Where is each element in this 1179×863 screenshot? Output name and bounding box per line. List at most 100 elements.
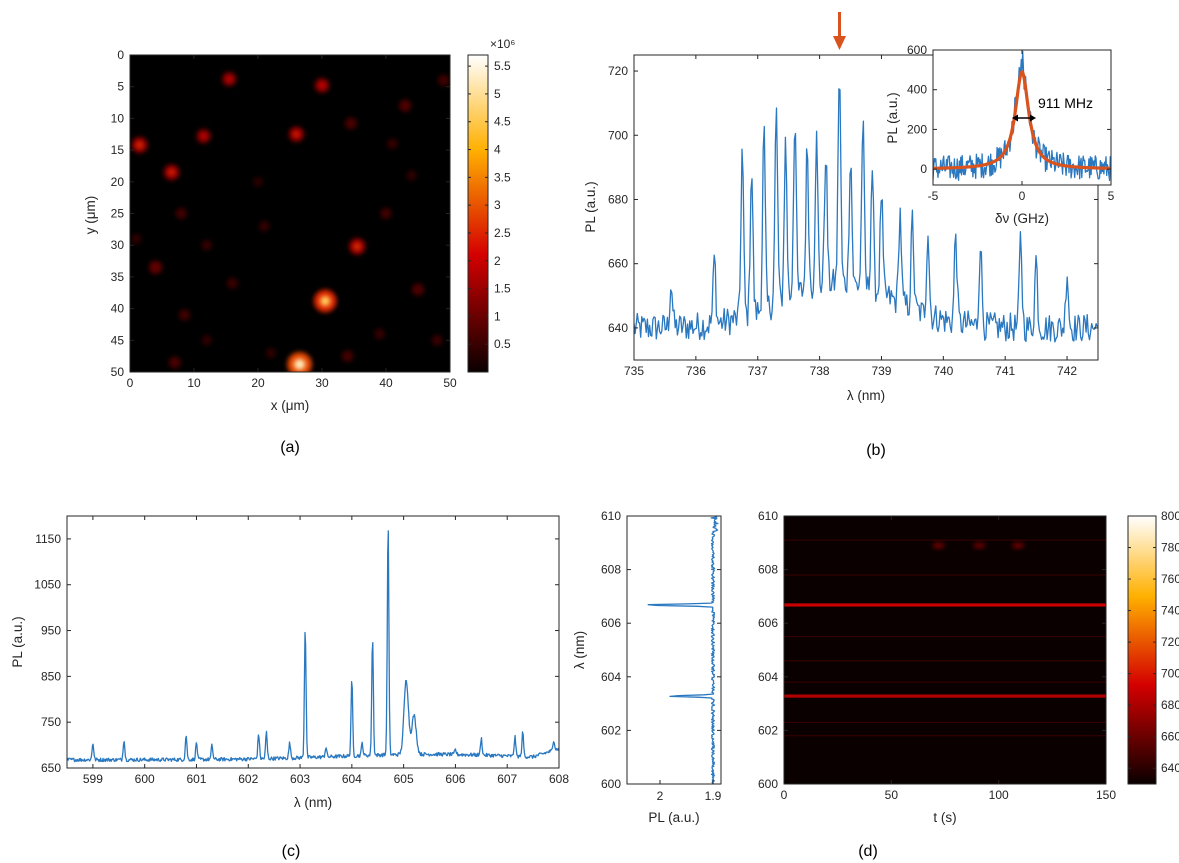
axis-c-x-label: 600 [135, 772, 155, 786]
axis-a-y-label: 0 [117, 48, 124, 62]
colorbar-a-label: 4 [494, 143, 501, 157]
panel-d-trace: 600 602 604 606 608 610 2 1.9 PL (a.u.) λ (nm) [572, 509, 722, 825]
axis-d-x-label: 0 [781, 788, 788, 802]
axis-b-y-label: 720 [608, 64, 628, 78]
heatmap-a-spot [259, 220, 270, 232]
axis-b-y-label: 680 [608, 192, 628, 206]
axis-a-y-label: 15 [111, 143, 125, 157]
axis-b-ylabel: PL (a.u.) [583, 181, 598, 232]
axis-a-x-label: 50 [443, 376, 457, 390]
heatmap-a-spot [380, 207, 392, 220]
axis-inset-ylabel: PL (a.u.) [885, 92, 900, 143]
axis-c-y-label: 750 [41, 715, 61, 729]
axis-c-y-label: 1150 [35, 532, 61, 546]
axis-b-x-label: 737 [748, 364, 768, 378]
colorbar-a-label: 5 [494, 87, 501, 101]
panel-d-map: 0 50 100 150 600 602 604 606 608 610 t (s) 640 660… [758, 509, 1179, 860]
heatmap-d-background [784, 516, 1106, 784]
axis-inset-xlabel: δν (GHz) [995, 211, 1049, 226]
colorbar-d-frame [1127, 515, 1157, 785]
inset-annotation: 911 MHz [1038, 95, 1093, 111]
heatmap-a-spot-core [136, 141, 144, 149]
axis-d-y-label: 604 [758, 670, 778, 684]
axis-a-y-label: 20 [111, 175, 125, 189]
colorbar-d-label: 780 [1161, 541, 1179, 555]
axis-a-y-label: 40 [111, 302, 125, 316]
panel-label-a: (a) [280, 439, 300, 456]
heatmap-a-spot [438, 74, 450, 86]
series-inset-fit [933, 70, 1111, 170]
axis-d-xlabel: t (s) [933, 810, 956, 825]
colorbar-d-label: 800 [1161, 509, 1179, 523]
heatmap-a-spot-core [168, 168, 176, 176]
panel-label-c: (c) [282, 843, 301, 860]
axis-c-y-label: 950 [41, 624, 61, 638]
colorbar-a-label: 1 [494, 309, 501, 323]
heatmap-a-spot [131, 233, 142, 244]
axis-c-y-label: 850 [41, 669, 61, 683]
axis-b-x-label: 742 [1057, 364, 1077, 378]
axis-b-x-label: 736 [686, 364, 706, 378]
axis-c-y-label: 650 [41, 761, 61, 775]
axes-c-ticks: 599 600 601 602 603 604 605 606 607 608 650 750 850 9… [34, 516, 569, 786]
axis-a-y-label: 35 [111, 270, 125, 284]
axis-a-x-label: 10 [187, 376, 201, 390]
heatmap-d-blob [932, 542, 945, 549]
heatmap-a-spot-core [292, 130, 300, 138]
heatmap-a-spot-core [320, 295, 331, 307]
colorbar-a-label: 1.5 [494, 282, 511, 296]
axes-c-frame [66, 515, 560, 769]
axis-inset-y-label: 400 [907, 83, 927, 97]
axis-inset-x-label: 5 [1108, 189, 1115, 203]
heatmap-a-spot [399, 99, 412, 112]
axis-inset-y-label: 0 [920, 162, 927, 176]
heatmap-a-spot [344, 117, 357, 130]
colorbar-d-label: 680 [1161, 698, 1179, 712]
colorbar-a [468, 55, 488, 372]
axis-b-y-label: 640 [608, 321, 628, 335]
panel-c: 599 600 601 602 603 604 605 606 607 608 650 750 850 9… [10, 515, 569, 860]
axis-b-x-label: 739 [871, 364, 891, 378]
colorbar-d-label: 720 [1161, 635, 1179, 649]
axis-a-x-label: 20 [251, 376, 265, 390]
heatmap-a-spot-core [294, 358, 306, 370]
colorbar-a-label: 4.5 [494, 115, 511, 129]
axis-c-ylabel: PL (a.u.) [10, 616, 25, 667]
axis-inset-y-label: 600 [907, 43, 927, 57]
axis-c-x-label: 599 [83, 772, 103, 786]
axis-d-x-label: 100 [989, 788, 1009, 802]
heatmap-a-spot [175, 207, 187, 220]
axis-b-y-label: 660 [608, 257, 628, 271]
axis-c-x-label: 605 [394, 772, 414, 786]
axis-a-xlabel: x (μm) [271, 398, 310, 413]
colorbar-a-label: 2 [494, 254, 501, 268]
axis-d-trace-y-label: 608 [601, 563, 621, 577]
axis-b-xlabel: λ (nm) [847, 388, 885, 403]
axis-d-trace-y-label: 600 [601, 777, 621, 791]
colorbar-d-ticks: 640 660 680 700 720 740 760 780 800 [1128, 509, 1179, 775]
colorbar-d-label: 640 [1161, 761, 1179, 775]
axis-c-x-label: 604 [342, 772, 362, 786]
axis-d-x-label: 150 [1096, 788, 1116, 802]
axis-a-x-label: 0 [127, 376, 134, 390]
axes-d-trace-ticks: 600 602 604 606 608 610 2 1.9 [601, 509, 722, 803]
colorbar-d [1128, 516, 1156, 784]
heatmap-a-spot [411, 283, 425, 296]
heatmap-a-spots [131, 71, 450, 372]
arrow-marker-b [833, 12, 846, 50]
panel-b: 735 736 737 738 739 740 741 742640660680700720 … [583, 12, 1115, 459]
axis-b-x-label: 741 [995, 364, 1015, 378]
axis-a-y-label: 10 [111, 111, 125, 125]
axis-a-x-label: 30 [315, 376, 329, 390]
heatmap-a-spot-core [225, 75, 233, 83]
axis-d-trace-x-label: 1.9 [705, 789, 722, 803]
panel-label-b: (b) [866, 442, 886, 459]
axis-a-x-label: 40 [379, 376, 393, 390]
axis-a-y-label: 50 [111, 365, 125, 379]
axis-a-y-label: 45 [111, 333, 125, 347]
colorbar-a-label: 2.5 [494, 226, 511, 240]
heatmap-d-blob [973, 542, 986, 549]
axis-b-x-label: 740 [933, 364, 953, 378]
